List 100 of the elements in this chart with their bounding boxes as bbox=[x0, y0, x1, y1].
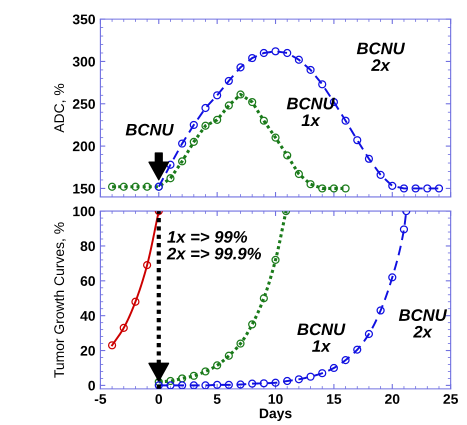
point bbox=[294, 375, 303, 384]
point bbox=[330, 184, 338, 193]
point bbox=[236, 90, 245, 99]
point bbox=[201, 381, 210, 389]
point bbox=[376, 170, 385, 179]
point bbox=[201, 104, 210, 112]
point bbox=[213, 361, 222, 370]
point bbox=[306, 372, 315, 381]
annotation: BCNU 2x bbox=[398, 309, 448, 338]
point bbox=[248, 54, 256, 62]
y-axis-title: ADC, % bbox=[54, 84, 66, 133]
point bbox=[236, 380, 245, 389]
x-tick-label: 10 bbox=[268, 394, 283, 404]
point bbox=[166, 376, 175, 386]
point bbox=[294, 56, 303, 64]
point bbox=[236, 339, 245, 348]
point bbox=[224, 352, 233, 360]
point bbox=[108, 341, 116, 350]
point bbox=[400, 225, 408, 234]
annotation: BCNU 1x bbox=[286, 98, 335, 126]
point bbox=[166, 381, 175, 389]
point bbox=[213, 116, 222, 124]
point bbox=[330, 364, 338, 372]
point bbox=[364, 330, 374, 338]
x-tick-label: -5 bbox=[94, 394, 106, 404]
x-tick-label: 15 bbox=[327, 394, 342, 404]
point bbox=[178, 381, 186, 389]
point bbox=[248, 380, 256, 388]
point bbox=[154, 381, 163, 389]
annotation: BCNU bbox=[126, 124, 174, 136]
x-tick-label: 25 bbox=[443, 394, 458, 404]
point bbox=[341, 116, 350, 125]
point bbox=[224, 101, 233, 110]
point bbox=[271, 134, 280, 142]
point bbox=[271, 378, 280, 387]
point bbox=[271, 256, 280, 264]
point bbox=[434, 184, 444, 193]
point bbox=[271, 47, 280, 56]
y-tick-label: 300 bbox=[72, 56, 95, 67]
point bbox=[306, 180, 315, 188]
point bbox=[190, 381, 198, 389]
point bbox=[283, 376, 292, 386]
point bbox=[108, 182, 116, 191]
y-tick-label: 40 bbox=[80, 311, 95, 321]
point bbox=[131, 182, 140, 191]
point bbox=[131, 298, 140, 306]
annotation: BCNU 1x bbox=[297, 323, 346, 352]
point bbox=[341, 184, 350, 193]
point bbox=[353, 136, 362, 144]
point bbox=[143, 182, 152, 191]
point bbox=[248, 98, 256, 106]
x-tick-label: 20 bbox=[385, 394, 400, 404]
point bbox=[260, 379, 268, 388]
point bbox=[376, 306, 385, 315]
point bbox=[248, 320, 256, 328]
point bbox=[120, 324, 128, 332]
point bbox=[306, 66, 315, 74]
point bbox=[190, 138, 198, 146]
annotation: BCNU 2x bbox=[356, 42, 406, 71]
point bbox=[294, 170, 303, 178]
point bbox=[166, 174, 175, 182]
point bbox=[190, 120, 198, 130]
point bbox=[178, 157, 186, 166]
point bbox=[260, 294, 268, 302]
y-axis-title: Tumor Growth Curves, % bbox=[54, 222, 66, 378]
point bbox=[236, 63, 245, 72]
point bbox=[178, 374, 186, 383]
point bbox=[423, 184, 432, 193]
point bbox=[166, 160, 175, 169]
x-axis-title: Days bbox=[260, 408, 292, 422]
point bbox=[341, 356, 350, 364]
y-tick-label: 100 bbox=[73, 206, 95, 216]
point bbox=[388, 182, 396, 190]
y-tick-label: 150 bbox=[73, 184, 95, 194]
x-tick-label: 5 bbox=[214, 394, 221, 404]
point bbox=[318, 184, 326, 193]
y-tick-label: 350 bbox=[72, 14, 95, 24]
point bbox=[364, 154, 374, 163]
y-tick-label: 250 bbox=[72, 99, 95, 109]
y-tick-label: 0 bbox=[88, 380, 95, 391]
point bbox=[260, 48, 268, 58]
point bbox=[318, 369, 326, 378]
point bbox=[213, 91, 222, 100]
point bbox=[400, 184, 408, 193]
point bbox=[201, 367, 210, 376]
point bbox=[283, 151, 292, 160]
annotation: 1x => 99% 2x => 99.9% bbox=[166, 230, 262, 260]
point bbox=[154, 378, 163, 386]
point bbox=[224, 76, 233, 86]
point bbox=[388, 273, 396, 282]
point bbox=[201, 122, 210, 130]
point bbox=[318, 80, 326, 88]
x-tick-label: 0 bbox=[155, 394, 162, 404]
point bbox=[260, 116, 268, 125]
point bbox=[143, 261, 152, 270]
point bbox=[178, 139, 186, 148]
point bbox=[283, 48, 292, 58]
point bbox=[190, 372, 198, 380]
point bbox=[353, 346, 362, 354]
point bbox=[213, 380, 222, 389]
